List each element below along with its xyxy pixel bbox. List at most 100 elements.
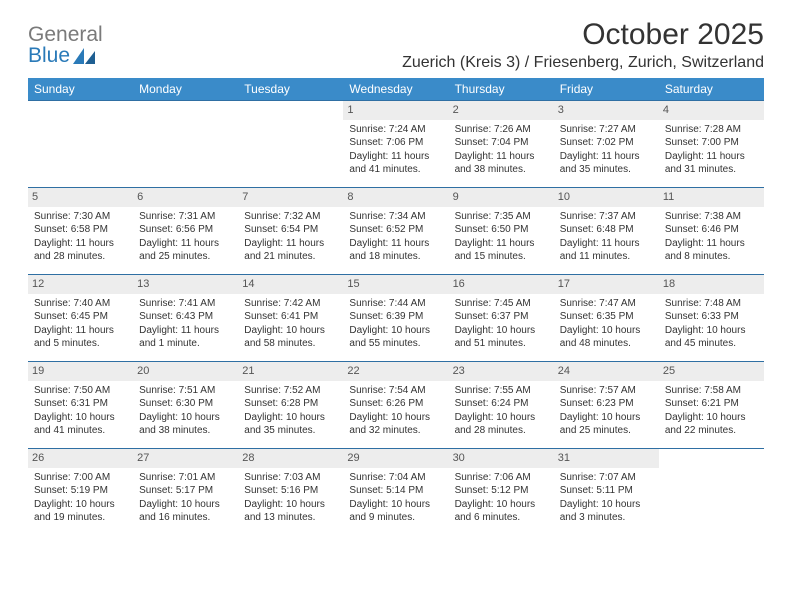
calendar-cell: 25Sunrise: 7:58 AMSunset: 6:21 PMDayligh… [659, 362, 764, 448]
cell-sunset: Sunset: 6:26 PM [349, 397, 442, 411]
calendar-cell: 19Sunrise: 7:50 AMSunset: 6:31 PMDayligh… [28, 362, 133, 448]
cell-sunset: Sunset: 6:33 PM [665, 310, 758, 324]
cell-daylight1: Daylight: 10 hours [665, 411, 758, 425]
cell-daylight2: and 31 minutes. [665, 163, 758, 177]
cell-daylight2: and 25 minutes. [560, 424, 653, 438]
weekday-header: Tuesday [238, 78, 343, 100]
cell-sunrise: Sunrise: 7:42 AM [244, 297, 337, 311]
cell-sunrise: Sunrise: 7:04 AM [349, 471, 442, 485]
day-number: 17 [554, 275, 659, 294]
cell-daylight2: and 45 minutes. [665, 337, 758, 351]
weekday-header: Wednesday [343, 78, 448, 100]
cell-daylight2: and 35 minutes. [244, 424, 337, 438]
day-number: 11 [659, 188, 764, 207]
logo-text-top: General [28, 24, 103, 45]
day-number: 29 [343, 449, 448, 468]
calendar-cell [659, 449, 764, 535]
cell-sunrise: Sunrise: 7:28 AM [665, 123, 758, 137]
cell-daylight1: Daylight: 10 hours [349, 411, 442, 425]
cell-daylight1: Daylight: 10 hours [665, 324, 758, 338]
cell-daylight1: Daylight: 11 hours [560, 237, 653, 251]
calendar-cell: 16Sunrise: 7:45 AMSunset: 6:37 PMDayligh… [449, 275, 554, 361]
cell-sunrise: Sunrise: 7:01 AM [139, 471, 232, 485]
cell-daylight1: Daylight: 10 hours [139, 411, 232, 425]
cell-daylight1: Daylight: 10 hours [244, 498, 337, 512]
cell-sunrise: Sunrise: 7:24 AM [349, 123, 442, 137]
day-number: 19 [28, 362, 133, 381]
cell-daylight1: Daylight: 11 hours [139, 237, 232, 251]
calendar-cell: 12Sunrise: 7:40 AMSunset: 6:45 PMDayligh… [28, 275, 133, 361]
cell-sunset: Sunset: 6:58 PM [34, 223, 127, 237]
cell-daylight2: and 32 minutes. [349, 424, 442, 438]
weekday-header: Thursday [449, 78, 554, 100]
day-number: 14 [238, 275, 343, 294]
calendar-cell: 4Sunrise: 7:28 AMSunset: 7:00 PMDaylight… [659, 101, 764, 187]
calendar-cell: 24Sunrise: 7:57 AMSunset: 6:23 PMDayligh… [554, 362, 659, 448]
cell-daylight2: and 21 minutes. [244, 250, 337, 264]
cell-daylight2: and 22 minutes. [665, 424, 758, 438]
cell-sunrise: Sunrise: 7:32 AM [244, 210, 337, 224]
cell-sunrise: Sunrise: 7:47 AM [560, 297, 653, 311]
cell-sunrise: Sunrise: 7:26 AM [455, 123, 548, 137]
cell-daylight1: Daylight: 11 hours [455, 237, 548, 251]
cell-sunrise: Sunrise: 7:37 AM [560, 210, 653, 224]
day-number: 2 [449, 101, 554, 120]
cell-sunset: Sunset: 6:50 PM [455, 223, 548, 237]
calendar-cell: 11Sunrise: 7:38 AMSunset: 6:46 PMDayligh… [659, 188, 764, 274]
cell-sunrise: Sunrise: 7:07 AM [560, 471, 653, 485]
cell-sunset: Sunset: 7:02 PM [560, 136, 653, 150]
day-number: 27 [133, 449, 238, 468]
cell-daylight1: Daylight: 10 hours [34, 498, 127, 512]
cell-daylight2: and 13 minutes. [244, 511, 337, 525]
day-number: 10 [554, 188, 659, 207]
day-number: 26 [28, 449, 133, 468]
calendar-cell: 29Sunrise: 7:04 AMSunset: 5:14 PMDayligh… [343, 449, 448, 535]
cell-sunset: Sunset: 5:11 PM [560, 484, 653, 498]
cell-sunset: Sunset: 6:46 PM [665, 223, 758, 237]
cell-daylight1: Daylight: 11 hours [34, 237, 127, 251]
cell-sunrise: Sunrise: 7:51 AM [139, 384, 232, 398]
calendar-cell: 7Sunrise: 7:32 AMSunset: 6:54 PMDaylight… [238, 188, 343, 274]
cell-sunset: Sunset: 6:30 PM [139, 397, 232, 411]
cell-sunrise: Sunrise: 7:30 AM [34, 210, 127, 224]
cell-sunrise: Sunrise: 7:54 AM [349, 384, 442, 398]
cell-daylight1: Daylight: 10 hours [560, 498, 653, 512]
day-number: 18 [659, 275, 764, 294]
day-number: 28 [238, 449, 343, 468]
calendar-cell: 1Sunrise: 7:24 AMSunset: 7:06 PMDaylight… [343, 101, 448, 187]
day-number: 22 [343, 362, 448, 381]
cell-daylight2: and 11 minutes. [560, 250, 653, 264]
cell-daylight1: Daylight: 11 hours [34, 324, 127, 338]
cell-daylight2: and 41 minutes. [349, 163, 442, 177]
cell-daylight1: Daylight: 11 hours [244, 237, 337, 251]
cell-daylight2: and 38 minutes. [455, 163, 548, 177]
cell-sunset: Sunset: 7:04 PM [455, 136, 548, 150]
day-number: 8 [343, 188, 448, 207]
location-subtitle: Zuerich (Kreis 3) / Friesenberg, Zurich,… [402, 54, 764, 72]
calendar-cell: 28Sunrise: 7:03 AMSunset: 5:16 PMDayligh… [238, 449, 343, 535]
day-number: 1 [343, 101, 448, 120]
cell-daylight1: Daylight: 10 hours [244, 411, 337, 425]
cell-daylight1: Daylight: 11 hours [139, 324, 232, 338]
calendar-cell [238, 101, 343, 187]
cell-daylight1: Daylight: 10 hours [455, 498, 548, 512]
cell-sunrise: Sunrise: 7:58 AM [665, 384, 758, 398]
calendar-cell: 3Sunrise: 7:27 AMSunset: 7:02 PMDaylight… [554, 101, 659, 187]
calendar-cell: 10Sunrise: 7:37 AMSunset: 6:48 PMDayligh… [554, 188, 659, 274]
calendar-week: 26Sunrise: 7:00 AMSunset: 5:19 PMDayligh… [28, 448, 764, 535]
cell-daylight1: Daylight: 11 hours [665, 150, 758, 164]
calendar-cell: 8Sunrise: 7:34 AMSunset: 6:52 PMDaylight… [343, 188, 448, 274]
month-title: October 2025 [402, 18, 764, 52]
cell-sunrise: Sunrise: 7:38 AM [665, 210, 758, 224]
day-number: 23 [449, 362, 554, 381]
weekday-header-row: Sunday Monday Tuesday Wednesday Thursday… [28, 78, 764, 100]
cell-daylight1: Daylight: 10 hours [455, 324, 548, 338]
cell-sunrise: Sunrise: 7:40 AM [34, 297, 127, 311]
logo-text-bottom: Blue [28, 45, 70, 66]
cell-sunset: Sunset: 5:12 PM [455, 484, 548, 498]
calendar-cell: 23Sunrise: 7:55 AMSunset: 6:24 PMDayligh… [449, 362, 554, 448]
day-number: 13 [133, 275, 238, 294]
cell-daylight1: Daylight: 10 hours [560, 411, 653, 425]
calendar-week: 5Sunrise: 7:30 AMSunset: 6:58 PMDaylight… [28, 187, 764, 274]
weekday-header: Saturday [659, 78, 764, 100]
